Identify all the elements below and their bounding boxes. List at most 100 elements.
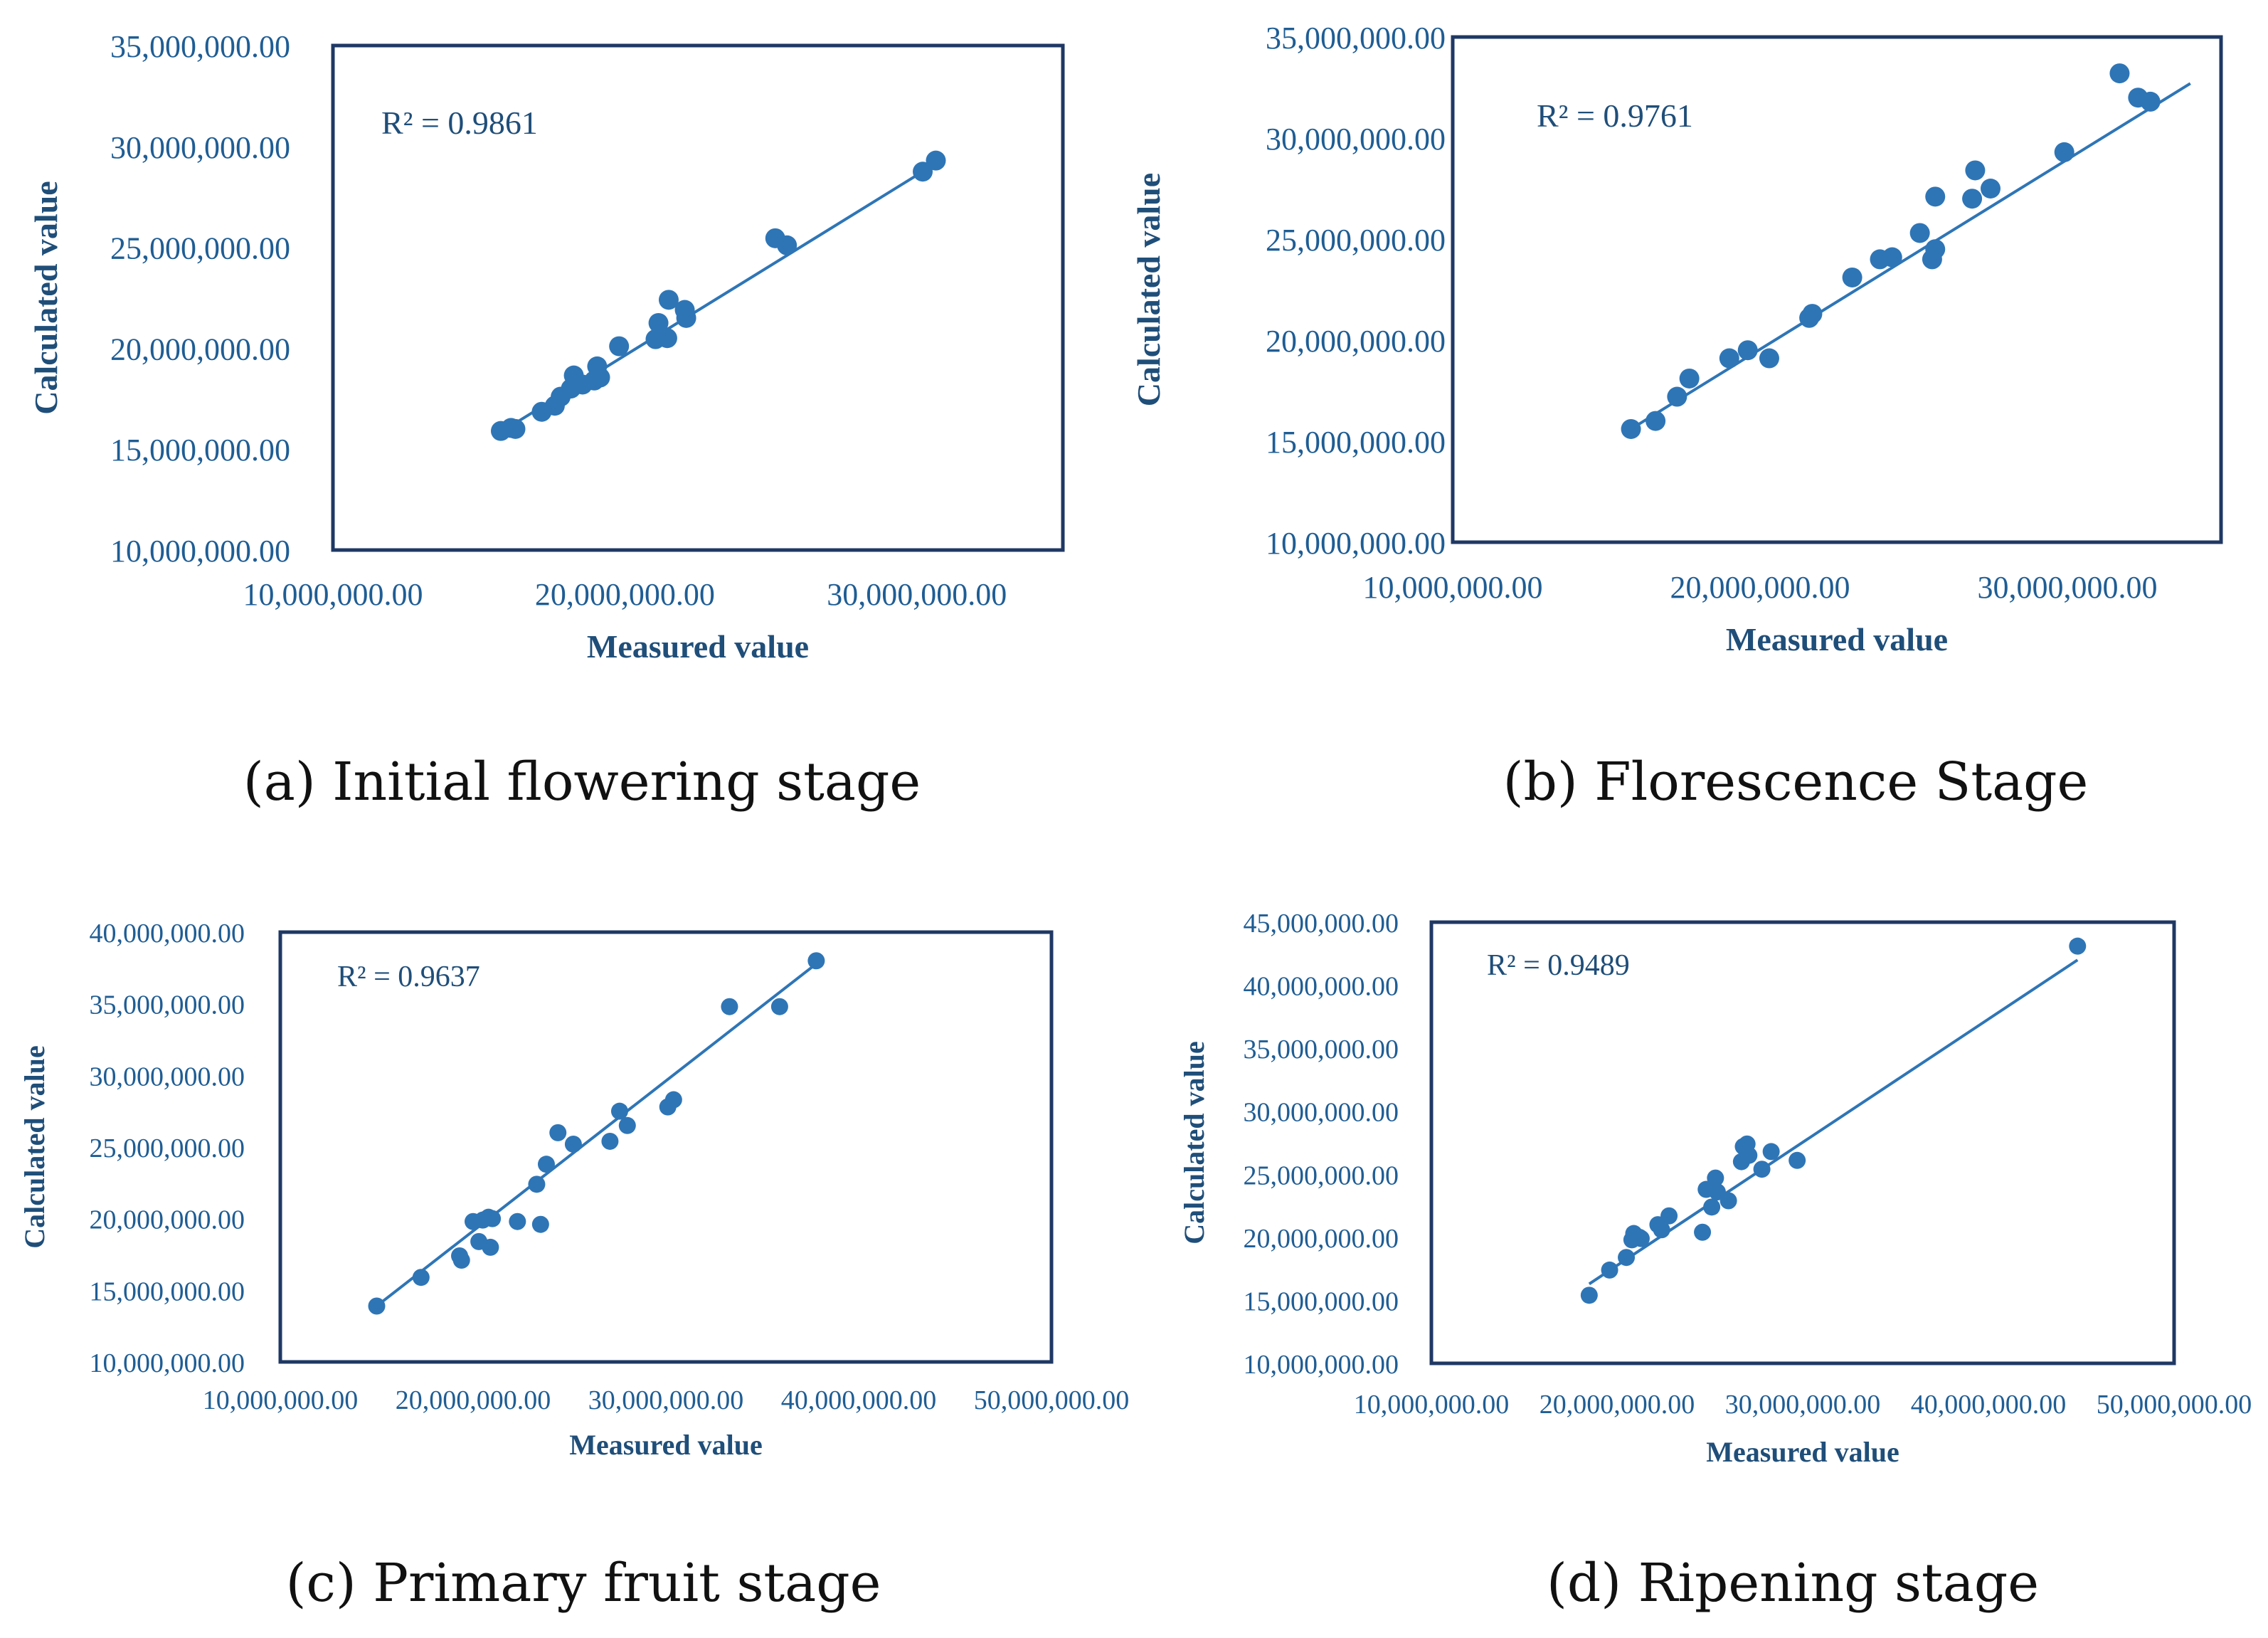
data-point xyxy=(484,1210,502,1227)
data-point xyxy=(1882,247,1902,268)
y-tick-label: 20,000,000.00 xyxy=(1266,324,1446,359)
y-tick-label: 30,000,000.00 xyxy=(1244,1098,1399,1128)
y-tick-label: 10,000,000.00 xyxy=(90,1348,245,1378)
y-tick-label: 15,000,000.00 xyxy=(1266,425,1446,460)
data-point xyxy=(1737,340,1758,361)
y-tick-label: 25,000,000.00 xyxy=(90,1134,245,1163)
y-tick-label: 10,000,000.00 xyxy=(110,534,290,569)
x-tick-label: 10,000,000.00 xyxy=(203,1385,359,1415)
data-point xyxy=(1679,368,1700,389)
panel-caption: (c) Primary fruit stage xyxy=(286,1553,881,1614)
data-point xyxy=(2054,142,2074,162)
data-point xyxy=(1981,179,2001,199)
trendline xyxy=(376,959,822,1308)
y-tick-label: 25,000,000.00 xyxy=(110,231,290,266)
data-point xyxy=(807,952,825,970)
y-tick-label: 10,000,000.00 xyxy=(1244,1350,1399,1380)
r-squared-annotation: R² = 0.9637 xyxy=(337,961,480,993)
y-tick-label: 10,000,000.00 xyxy=(1266,526,1446,561)
data-point xyxy=(549,1124,567,1141)
x-tick-label: 10,000,000.00 xyxy=(243,577,423,612)
data-point xyxy=(664,1091,682,1109)
data-point xyxy=(1667,386,1687,407)
r-squared-annotation: R² = 0.9489 xyxy=(1487,949,1630,982)
trendline xyxy=(1630,82,2191,430)
data-point xyxy=(1621,418,1641,439)
x-tick-label: 20,000,000.00 xyxy=(1670,570,1850,605)
r-squared-annotation: R² = 0.9761 xyxy=(1537,97,1693,134)
data-point xyxy=(1719,348,1739,369)
y-tick-label: 40,000,000.00 xyxy=(90,919,245,949)
data-point xyxy=(1601,1261,1618,1279)
y-tick-label: 25,000,000.00 xyxy=(1266,223,1446,258)
y-tick-label: 35,000,000.00 xyxy=(1244,1035,1399,1064)
data-point xyxy=(2109,63,2130,84)
y-axis-title: Calculated value xyxy=(18,1045,51,1249)
x-tick-label: 40,000,000.00 xyxy=(781,1385,937,1415)
y-axis-title: Calculated value xyxy=(1178,1041,1210,1245)
x-tick-label: 20,000,000.00 xyxy=(396,1385,551,1415)
trendline xyxy=(1588,958,2079,1286)
r-squared-annotation: R² = 0.9861 xyxy=(381,105,538,141)
data-point xyxy=(1618,1249,1636,1267)
data-point xyxy=(1962,189,1983,209)
data-point xyxy=(564,1135,582,1153)
panel-caption: (a) Initial flowering stage xyxy=(243,751,921,813)
data-point xyxy=(528,1175,546,1193)
data-point xyxy=(509,1212,526,1230)
chart-panel-b: 10,000,000.00 15,000,000.00 20,000,000.00 2… xyxy=(1130,21,2223,813)
plot-frame xyxy=(278,930,1054,1364)
y-tick-label: 20,000,000.00 xyxy=(1244,1224,1399,1254)
data-point xyxy=(657,328,677,349)
data-point xyxy=(913,162,933,182)
x-tick-label: 30,000,000.00 xyxy=(1978,570,2158,605)
x-tick-label: 50,000,000.00 xyxy=(974,1385,1130,1415)
data-point xyxy=(1653,1221,1670,1239)
x-axis-title: Measured value xyxy=(587,628,809,665)
data-point xyxy=(658,290,679,310)
data-point xyxy=(2140,91,2161,112)
data-point xyxy=(618,1116,636,1134)
data-point xyxy=(770,998,788,1015)
x-tick-label: 40,000,000.00 xyxy=(1911,1390,2067,1420)
y-tick-label: 15,000,000.00 xyxy=(1244,1286,1399,1316)
x-tick-label: 20,000,000.00 xyxy=(1540,1390,1695,1420)
data-point xyxy=(721,998,738,1015)
data-point xyxy=(1707,1169,1724,1187)
data-point xyxy=(1719,1192,1737,1210)
plot-frame xyxy=(1451,35,2223,544)
data-point xyxy=(1759,348,1779,369)
chart-panel-d: 10,000,000.00 15,000,000.00 20,000,000.00 2… xyxy=(1178,909,2252,1614)
x-axis-title: Measured value xyxy=(1726,621,1948,657)
y-axis-title: Calculated value xyxy=(28,181,64,414)
data-point xyxy=(610,1102,628,1120)
data-point xyxy=(1632,1230,1650,1247)
data-point xyxy=(1740,1146,1758,1164)
x-tick-label: 10,000,000.00 xyxy=(1363,570,1543,605)
data-point xyxy=(482,1238,499,1256)
x-tick-label: 50,000,000.00 xyxy=(2097,1390,2252,1420)
y-tick-label: 15,000,000.00 xyxy=(110,433,290,467)
data-point xyxy=(1762,1143,1780,1161)
x-tick-label: 30,000,000.00 xyxy=(588,1385,744,1415)
data-point xyxy=(505,418,526,439)
y-tick-label: 20,000,000.00 xyxy=(110,332,290,366)
data-point xyxy=(531,1215,549,1233)
y-tick-label: 30,000,000.00 xyxy=(110,130,290,165)
y-tick-label: 35,000,000.00 xyxy=(1266,21,1446,56)
plot-frame xyxy=(331,43,1065,552)
y-tick-label: 45,000,000.00 xyxy=(1244,909,1399,939)
data-point xyxy=(412,1269,430,1286)
y-tick-label: 30,000,000.00 xyxy=(90,1062,245,1092)
data-point xyxy=(648,312,669,333)
y-tick-label: 40,000,000.00 xyxy=(1244,972,1399,1002)
panel-caption: (d) Ripening stage xyxy=(1547,1553,2039,1614)
data-point xyxy=(1925,186,1946,207)
data-point xyxy=(1646,411,1666,431)
data-point xyxy=(1965,160,1986,181)
data-point xyxy=(1789,1151,1806,1169)
data-point xyxy=(537,1156,555,1173)
data-point xyxy=(609,336,630,356)
data-point xyxy=(601,1132,619,1150)
